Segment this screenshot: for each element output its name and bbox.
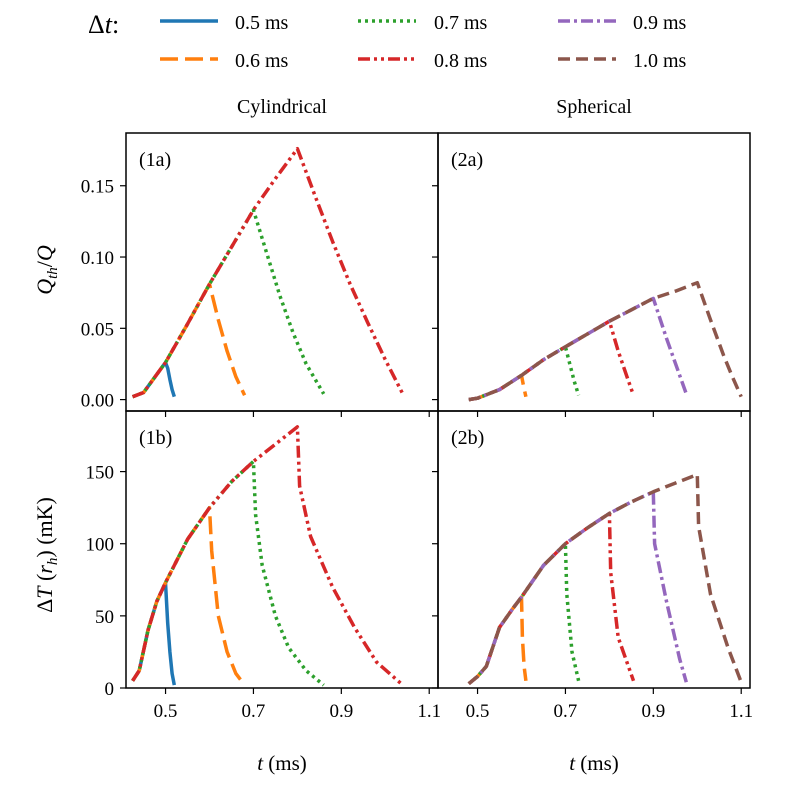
panel-label: (1b) bbox=[139, 427, 172, 449]
legend-label-3: 0.8 ms bbox=[434, 50, 488, 72]
series-line-0-8-ms bbox=[131, 425, 404, 687]
x-tick-label: 0.9 bbox=[329, 701, 353, 722]
x-tick-label: 0.5 bbox=[154, 701, 178, 722]
y-tick-label: 100 bbox=[86, 535, 115, 556]
panel-frame bbox=[125, 410, 439, 689]
legend-label-0: 0.5 ms bbox=[235, 12, 289, 34]
series-line-0-7-ms bbox=[467, 541, 581, 686]
y-label-top: Qth/Q bbox=[32, 245, 61, 295]
panel-label: (2b) bbox=[451, 427, 484, 449]
panel-label: (1a) bbox=[139, 149, 171, 171]
x-tick-label: 0.9 bbox=[641, 701, 665, 722]
x-label-right: t (ms) bbox=[569, 751, 619, 775]
series-line-1-0-ms bbox=[467, 472, 743, 686]
series-line-0-9-ms bbox=[468, 296, 688, 402]
y-tick-label: 0.00 bbox=[81, 391, 114, 412]
panel-label: (2a) bbox=[451, 149, 483, 171]
series-line-0-6-ms bbox=[131, 505, 246, 687]
panel-2a: (2a) bbox=[432, 132, 751, 417]
panel-1b: (1b) 0.5 0.7 0.9 1.1 0 50 100 150 bbox=[86, 410, 441, 722]
legend-title: Δt: bbox=[88, 10, 119, 39]
legend-label-4: 0.9 ms bbox=[633, 12, 687, 34]
y-tick-label: 0.10 bbox=[81, 248, 114, 269]
x-tick-label: 1.1 bbox=[417, 701, 441, 722]
x-tick-label: 1.1 bbox=[729, 701, 753, 722]
series-line-1-0-ms bbox=[468, 280, 743, 402]
legend-label-5: 1.0 ms bbox=[633, 50, 687, 72]
y-tick-label: 0 bbox=[105, 679, 115, 700]
series-line-0-6-ms bbox=[131, 282, 247, 399]
panel-frame bbox=[437, 410, 751, 689]
y-tick-label: 50 bbox=[95, 607, 114, 628]
panel-1a: (1a) 0.00 0.05 0.10 0.15 bbox=[81, 132, 439, 417]
x-tick-label: 0.7 bbox=[554, 701, 578, 722]
series-line-0-9-ms bbox=[467, 490, 688, 686]
legend-label-2: 0.7 ms bbox=[434, 12, 488, 34]
y-tick-label: 0.15 bbox=[81, 177, 114, 198]
series-line-0-8-ms bbox=[468, 319, 636, 402]
column-title-spherical: Spherical bbox=[556, 96, 632, 118]
series-line-0-8-ms bbox=[467, 511, 636, 686]
series-line-0-8-ms bbox=[131, 146, 405, 399]
panel-2b: (2b) 0.5 0.7 0.9 1.1 bbox=[432, 410, 753, 722]
panel-frame bbox=[437, 132, 751, 412]
column-title-cylindrical: Cylindrical bbox=[237, 96, 327, 118]
x-tick-label: 0.7 bbox=[242, 701, 266, 722]
y-tick-label: 0.05 bbox=[81, 319, 114, 340]
x-tick-label: 0.5 bbox=[466, 701, 490, 722]
x-label-left: t (ms) bbox=[257, 751, 307, 775]
series-line-0-6-ms bbox=[467, 595, 528, 686]
legend-label-1: 0.6 ms bbox=[235, 50, 289, 72]
legend: Δt: 0.5 ms 0.6 ms 0.7 ms 0.8 ms 0.9 ms 1… bbox=[88, 10, 687, 72]
y-tick-label: 150 bbox=[86, 463, 115, 484]
y-label-bottom: ΔT (rh) (mK) bbox=[32, 497, 61, 613]
